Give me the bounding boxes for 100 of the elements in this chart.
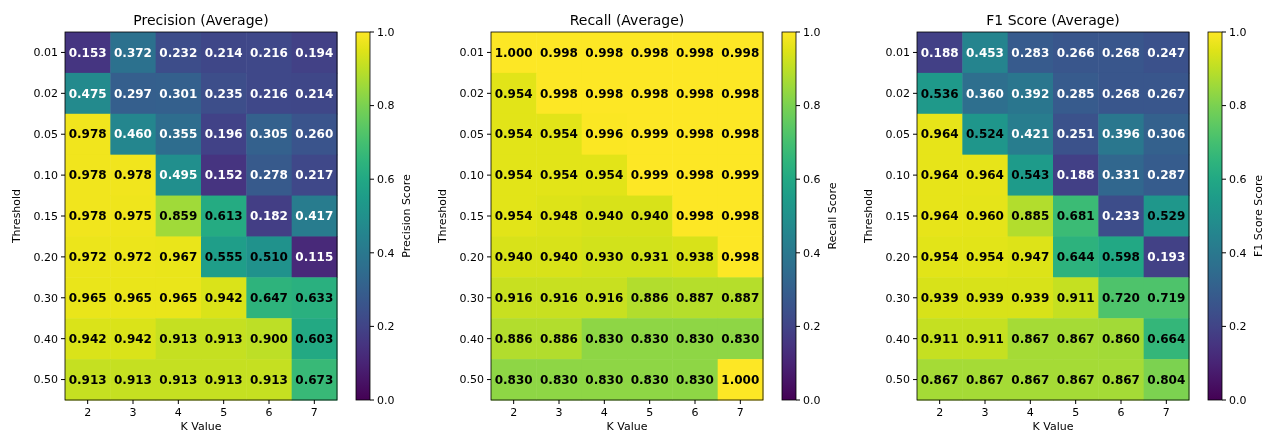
data-label: 1.000 — [494, 45, 533, 60]
x-axis-title: K Value — [1032, 420, 1074, 433]
data-label: 0.947 — [1011, 250, 1050, 265]
data-label: 0.999 — [630, 127, 669, 142]
y-tick-label: 0.02 — [33, 87, 58, 101]
x-tick-label: 3 — [129, 406, 137, 419]
data-label: 0.460 — [114, 127, 152, 142]
data-label: 0.998 — [676, 127, 714, 142]
data-label: 0.998 — [585, 86, 624, 101]
y-tick-label: 0.40 — [459, 332, 484, 346]
data-label: 0.998 — [676, 86, 714, 101]
data-label: 0.954 — [494, 209, 533, 224]
x-tick-label: 2 — [510, 406, 518, 419]
x-tick-label: 5 — [646, 406, 654, 419]
data-label: 0.719 — [1147, 290, 1186, 305]
y-tick-label: 0.02 — [885, 87, 910, 101]
data-label: 0.978 — [114, 168, 152, 183]
data-label: 0.940 — [585, 209, 624, 224]
y-tick-label: 0.15 — [885, 209, 910, 223]
data-label: 0.998 — [676, 209, 714, 224]
data-label: 0.182 — [250, 209, 288, 224]
data-label: 0.954 — [966, 250, 1004, 265]
data-label: 0.913 — [204, 331, 243, 346]
data-label: 0.965 — [114, 290, 152, 305]
y-axis-title: Threshold — [10, 188, 23, 245]
data-label: 0.954 — [494, 86, 533, 101]
data-label: 0.916 — [585, 290, 624, 305]
color-bar-label: 0.0 — [1229, 393, 1247, 407]
data-label: 0.972 — [68, 250, 107, 265]
data-label: 0.911 — [1056, 290, 1095, 305]
data-label: 0.964 — [920, 168, 959, 183]
data-label: 0.911 — [920, 331, 959, 346]
color-bar-title: Precision Score — [400, 174, 413, 258]
data-label: 0.392 — [1011, 86, 1050, 101]
data-label: 0.867 — [1102, 372, 1140, 387]
data-label: 0.954 — [494, 127, 533, 142]
data-label: 0.913 — [68, 372, 107, 387]
color-bar-label: 0.4 — [803, 246, 821, 260]
data-label: 0.188 — [920, 45, 959, 60]
data-label: 0.417 — [295, 209, 334, 224]
data-label: 0.495 — [159, 168, 198, 183]
data-label: 0.978 — [68, 209, 107, 224]
color-bar-label: 0.2 — [377, 320, 395, 334]
y-tick-label: 0.50 — [33, 373, 58, 387]
y-axis-title: Threshold — [862, 188, 875, 245]
data-label: 0.913 — [159, 331, 198, 346]
data-label: 0.887 — [721, 290, 760, 305]
data-label: 0.331 — [1102, 168, 1140, 183]
data-label: 0.830 — [630, 331, 669, 346]
data-label: 0.942 — [114, 331, 152, 346]
data-label: 0.867 — [1056, 372, 1095, 387]
data-label: 0.954 — [920, 250, 959, 265]
x-tick-label: 5 — [1072, 406, 1080, 419]
data-label: 0.998 — [630, 45, 669, 60]
data-label: 0.396 — [1102, 127, 1140, 142]
y-tick-label: 0.30 — [885, 291, 910, 305]
color-bar-label: 0.4 — [377, 246, 395, 260]
data-label: 0.830 — [676, 372, 714, 387]
data-label: 0.954 — [585, 168, 624, 183]
data-label: 0.603 — [295, 331, 334, 346]
data-label: 0.998 — [721, 127, 760, 142]
y-tick-label: 0.30 — [33, 291, 58, 305]
color-bar-label: 0.0 — [377, 393, 395, 407]
y-tick-label: 0.40 — [33, 332, 58, 346]
data-label: 0.940 — [630, 209, 669, 224]
x-axis-title: K Value — [180, 420, 222, 433]
data-label: 0.954 — [494, 168, 533, 183]
data-label: 0.115 — [295, 250, 334, 265]
data-label: 0.886 — [540, 331, 578, 346]
data-label: 0.830 — [630, 372, 669, 387]
data-label: 0.975 — [114, 209, 152, 224]
data-label: 0.954 — [540, 127, 578, 142]
data-label: 0.804 — [1147, 372, 1186, 387]
y-tick-label: 0.50 — [459, 373, 484, 387]
data-label: 0.867 — [1011, 331, 1050, 346]
data-label: 0.360 — [966, 86, 1004, 101]
data-label: 0.913 — [159, 372, 198, 387]
y-tick-label: 0.30 — [459, 291, 484, 305]
color-bar-title: Recall Score — [826, 182, 839, 250]
data-label: 0.900 — [250, 331, 288, 346]
data-label: 0.913 — [250, 372, 288, 387]
data-label: 0.188 — [1056, 168, 1095, 183]
data-label: 0.998 — [585, 45, 624, 60]
data-label: 0.948 — [540, 209, 578, 224]
data-label: 0.285 — [1056, 86, 1095, 101]
data-label: 0.453 — [966, 45, 1004, 60]
data-label: 0.301 — [159, 86, 198, 101]
data-label: 0.978 — [68, 127, 107, 142]
color-bar-title: F1 Score Score — [1252, 174, 1265, 257]
x-tick-label: 5 — [220, 406, 228, 419]
data-label: 0.978 — [68, 168, 107, 183]
data-label: 0.954 — [540, 168, 578, 183]
data-label: 0.267 — [1147, 86, 1186, 101]
data-label: 0.214 — [204, 45, 243, 60]
data-label: 0.278 — [250, 168, 288, 183]
data-label: 0.283 — [1011, 45, 1050, 60]
color-bar-label: 0.8 — [377, 99, 395, 113]
x-tick-label: 7 — [310, 406, 318, 419]
x-tick-label: 2 — [84, 406, 92, 419]
data-label: 0.867 — [966, 372, 1004, 387]
